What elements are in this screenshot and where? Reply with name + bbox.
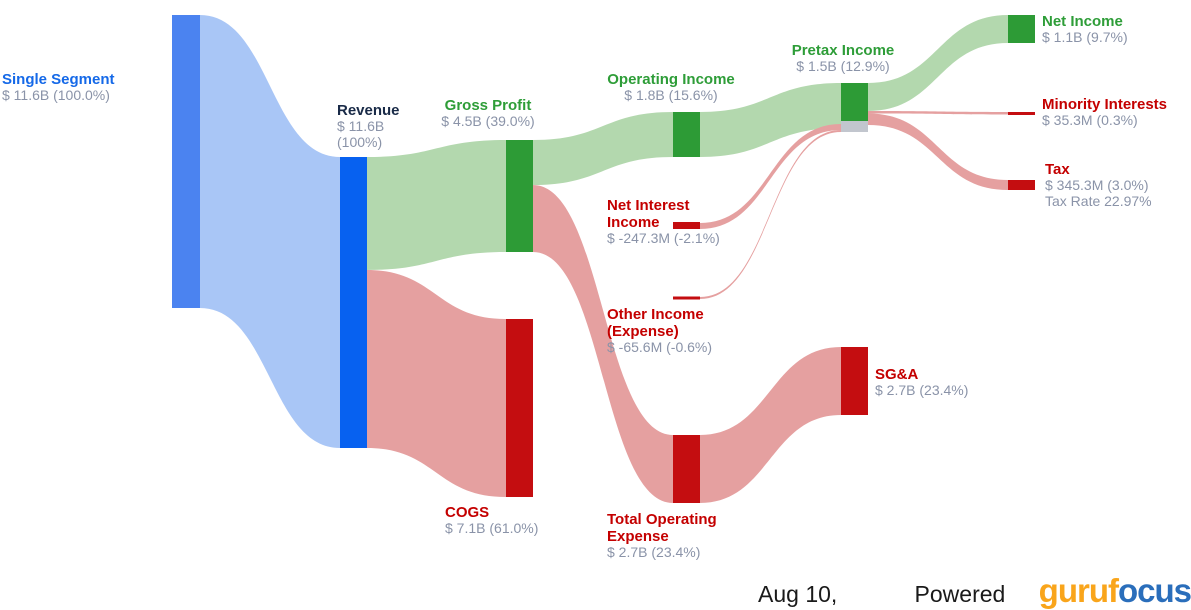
node-minority-interests[interactable] <box>1008 112 1035 115</box>
link-pretax-income-minority-interests <box>868 111 1008 115</box>
label-tax: Tax $ 345.3M (3.0%) Tax Rate 22.97% <box>1045 161 1152 210</box>
gurufocus-logo-blue-part: ocus <box>1117 572 1191 609</box>
tax-rate-note: Tax Rate 22.97% <box>1045 193 1152 210</box>
node-sga[interactable] <box>841 347 868 415</box>
node-value: $ 35.3M (0.3%) <box>1042 112 1138 129</box>
link-operating-income-pretax-income <box>700 83 841 157</box>
node-title: Other Income (Expense) <box>607 306 704 341</box>
node-value: $ 1.5B (12.9%) <box>796 58 890 75</box>
node-value: $ 4.5B (39.0%) <box>441 113 535 130</box>
node-value: $ 2.7B (23.4%) <box>607 544 701 561</box>
node-net-income[interactable] <box>1008 15 1035 43</box>
link-revenue-gross-profit <box>367 140 506 270</box>
link-net-interest-income-pretax-income <box>700 124 841 229</box>
label-minority-interests: Minority Interests $ 35.3M (0.3%) <box>1042 96 1167 129</box>
node-value: $ 345.3M (3.0%) <box>1045 177 1149 194</box>
label-single-segment: Single Segment $ 11.6B (100.0%) <box>2 71 115 104</box>
node-title: Total Operating Expense <box>607 511 717 546</box>
node-title: Tax <box>1045 161 1070 178</box>
label-other-income: Other Income (Expense) $ -65.6M (-0.6%) <box>607 306 722 356</box>
node-title: Pretax Income <box>791 42 895 59</box>
node-value: $ -247.3M (-2.1%) <box>607 230 720 247</box>
link-total-operating-expense-sga <box>700 347 841 503</box>
node-title: Net Income <box>1042 13 1123 30</box>
node-single-segment[interactable] <box>172 15 200 308</box>
gurufocus-logo-orange-part: guruf <box>1038 572 1119 609</box>
powered-by-text: Powered by <box>914 581 1006 610</box>
footer: Aug 10, 2025 Powered by gurufocus <box>758 572 1191 610</box>
node-operating-income[interactable] <box>673 112 700 157</box>
label-operating-income: Operating Income $ 1.8B (15.6%) <box>595 71 747 104</box>
node-value: $ 2.7B (23.4%) <box>875 382 969 399</box>
label-pretax-income: Pretax Income $ 1.5B (12.9%) <box>768 42 918 75</box>
gurufocus-logo: gurufocus <box>1039 572 1191 610</box>
node-title: Gross Profit <box>444 97 532 114</box>
node-total-operating-expense[interactable] <box>673 435 700 503</box>
link-pretax-income-tax <box>868 113 1008 190</box>
node-title: Single Segment <box>2 71 115 88</box>
node-tax[interactable] <box>1008 180 1035 190</box>
node-value: $ 1.8B (15.6%) <box>624 87 718 104</box>
node-gross-profit[interactable] <box>506 140 533 252</box>
node-title: Net Interest Income <box>607 197 690 232</box>
label-revenue: Revenue $ 11.6B (100%) <box>337 102 427 151</box>
node-title: Minority Interests <box>1042 96 1168 113</box>
node-pretax-income-offset[interactable] <box>841 121 868 132</box>
link-other-income-pretax-income <box>700 130 841 299</box>
node-net-interest-income[interactable] <box>673 222 700 229</box>
link-gross-profit-total-operating-expense <box>533 185 673 503</box>
node-other-income[interactable] <box>673 296 700 300</box>
node-revenue[interactable] <box>340 157 367 448</box>
node-value: $ 1.1B (9.7%) <box>1042 29 1128 46</box>
label-gross-profit: Gross Profit $ 4.5B (39.0%) <box>412 97 564 130</box>
node-pretax-income[interactable] <box>841 83 868 121</box>
node-cogs[interactable] <box>506 319 533 497</box>
node-value: $ 11.6B (100.0%) <box>2 87 110 104</box>
node-title: Operating Income <box>607 71 735 88</box>
node-title: COGS <box>445 504 490 521</box>
node-title: Revenue <box>337 102 400 119</box>
label-net-interest-income: Net Interest Income $ -247.3M (-2.1%) <box>607 197 720 247</box>
link-pretax-income-net-income <box>868 15 1008 111</box>
link-gross-profit-operating-income <box>533 112 673 185</box>
node-title: SG&A <box>875 366 919 383</box>
link-single-segment-revenue <box>200 15 340 448</box>
node-value: $ 7.1B (61.0%) <box>445 520 539 537</box>
label-sga: SG&A $ 2.7B (23.4%) <box>875 366 968 399</box>
footer-date: Aug 10, 2025 <box>758 581 838 610</box>
node-value: $ -65.6M (-0.6%) <box>607 339 713 356</box>
label-net-income: Net Income $ 1.1B (9.7%) <box>1042 13 1128 46</box>
link-revenue-cogs <box>367 270 506 497</box>
node-value: $ 11.6B (100%) <box>337 118 385 151</box>
label-total-operating-expense: Total Operating Expense $ 2.7B (23.4%) <box>607 511 737 561</box>
label-cogs: COGS $ 7.1B (61.0%) <box>445 504 538 537</box>
